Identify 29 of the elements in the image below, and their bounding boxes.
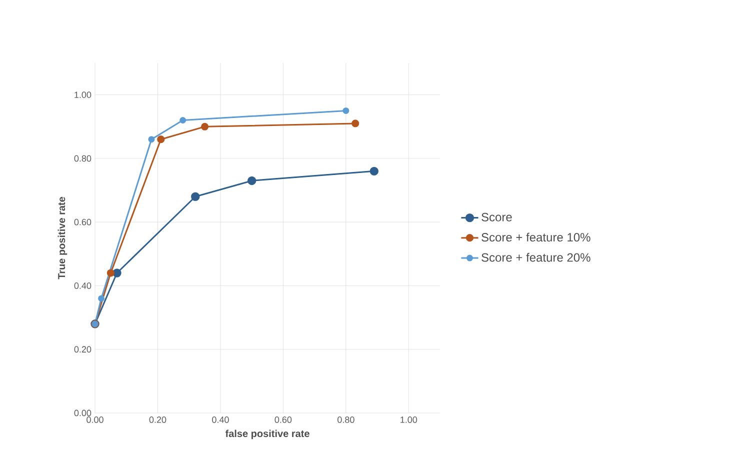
y-tick-label: 0.80	[74, 155, 92, 162]
point	[247, 176, 256, 186]
point	[370, 166, 378, 176]
x-tick-label: 0.40	[212, 416, 229, 423]
point	[352, 120, 360, 128]
point	[191, 192, 200, 201]
legend-label: Score + feature 20%	[482, 252, 590, 262]
point	[180, 117, 186, 124]
y-tick-label: 0.60	[74, 218, 92, 226]
x-tick-label: 0.60	[274, 416, 292, 423]
y-axis-title: True positive rate	[58, 196, 68, 280]
legend-label: Score + feature 10%	[482, 232, 590, 242]
y-tick-label: 0.00	[74, 410, 92, 416]
legend-label: Score	[482, 212, 512, 222]
x-axis-title: false positive rate	[225, 430, 310, 440]
point	[200, 122, 209, 130]
x-tick-label: 1.00	[400, 416, 418, 423]
point	[112, 268, 122, 278]
x-tick-label: 0.20	[149, 416, 166, 423]
y-tick-label: 0.20	[74, 346, 92, 353]
point	[106, 269, 114, 277]
y-tick-label: 0.40	[74, 282, 92, 289]
point	[148, 136, 155, 143]
y-tick-label: 1.00	[74, 92, 92, 98]
x-tick-label: 0.80	[338, 416, 354, 423]
point	[98, 295, 105, 302]
point	[157, 136, 165, 144]
point	[342, 107, 350, 114]
x-tick-label: 0.00	[86, 416, 104, 423]
